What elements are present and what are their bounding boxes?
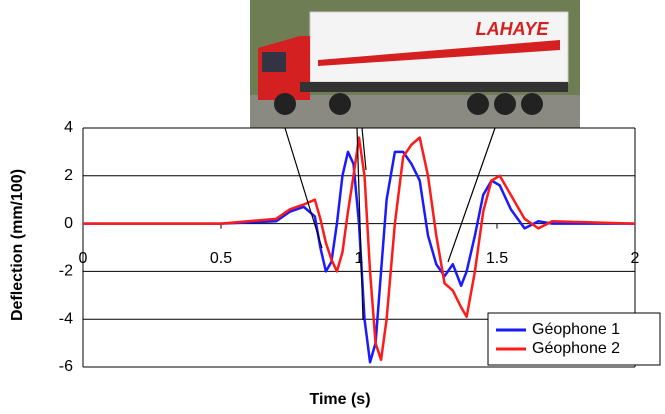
y-tick-label: -6 — [59, 358, 73, 375]
series-line — [83, 150, 635, 364]
y-tick-label: -2 — [59, 263, 73, 280]
y-tick-label: 0 — [64, 215, 73, 232]
legend-label: Géophone 1 — [532, 321, 620, 338]
legend-box — [487, 312, 661, 366]
x-tick-label: 2 — [631, 250, 640, 267]
x-tick-label: 1 — [355, 250, 364, 267]
y-axis-title: Deflection (mm/100) — [9, 169, 26, 321]
svg-text:LAHAYE: LAHAYE — [476, 19, 550, 39]
x-tick-label: 1.5 — [486, 250, 508, 267]
x-tick-label: 0.5 — [210, 250, 232, 267]
truck-photo: LAHAYE — [250, 0, 580, 128]
x-axis-title: Time (s) — [309, 391, 370, 408]
y-tick-label: -4 — [59, 310, 73, 327]
legend-label: Géophone 2 — [532, 340, 620, 357]
annotation-arrows — [284, 127, 496, 321]
x-tick-label: 0 — [79, 250, 88, 267]
series-line — [83, 136, 636, 362]
plot — [82, 127, 636, 368]
y-tick-label: 4 — [64, 119, 73, 136]
y-tick-label: 2 — [64, 167, 73, 184]
